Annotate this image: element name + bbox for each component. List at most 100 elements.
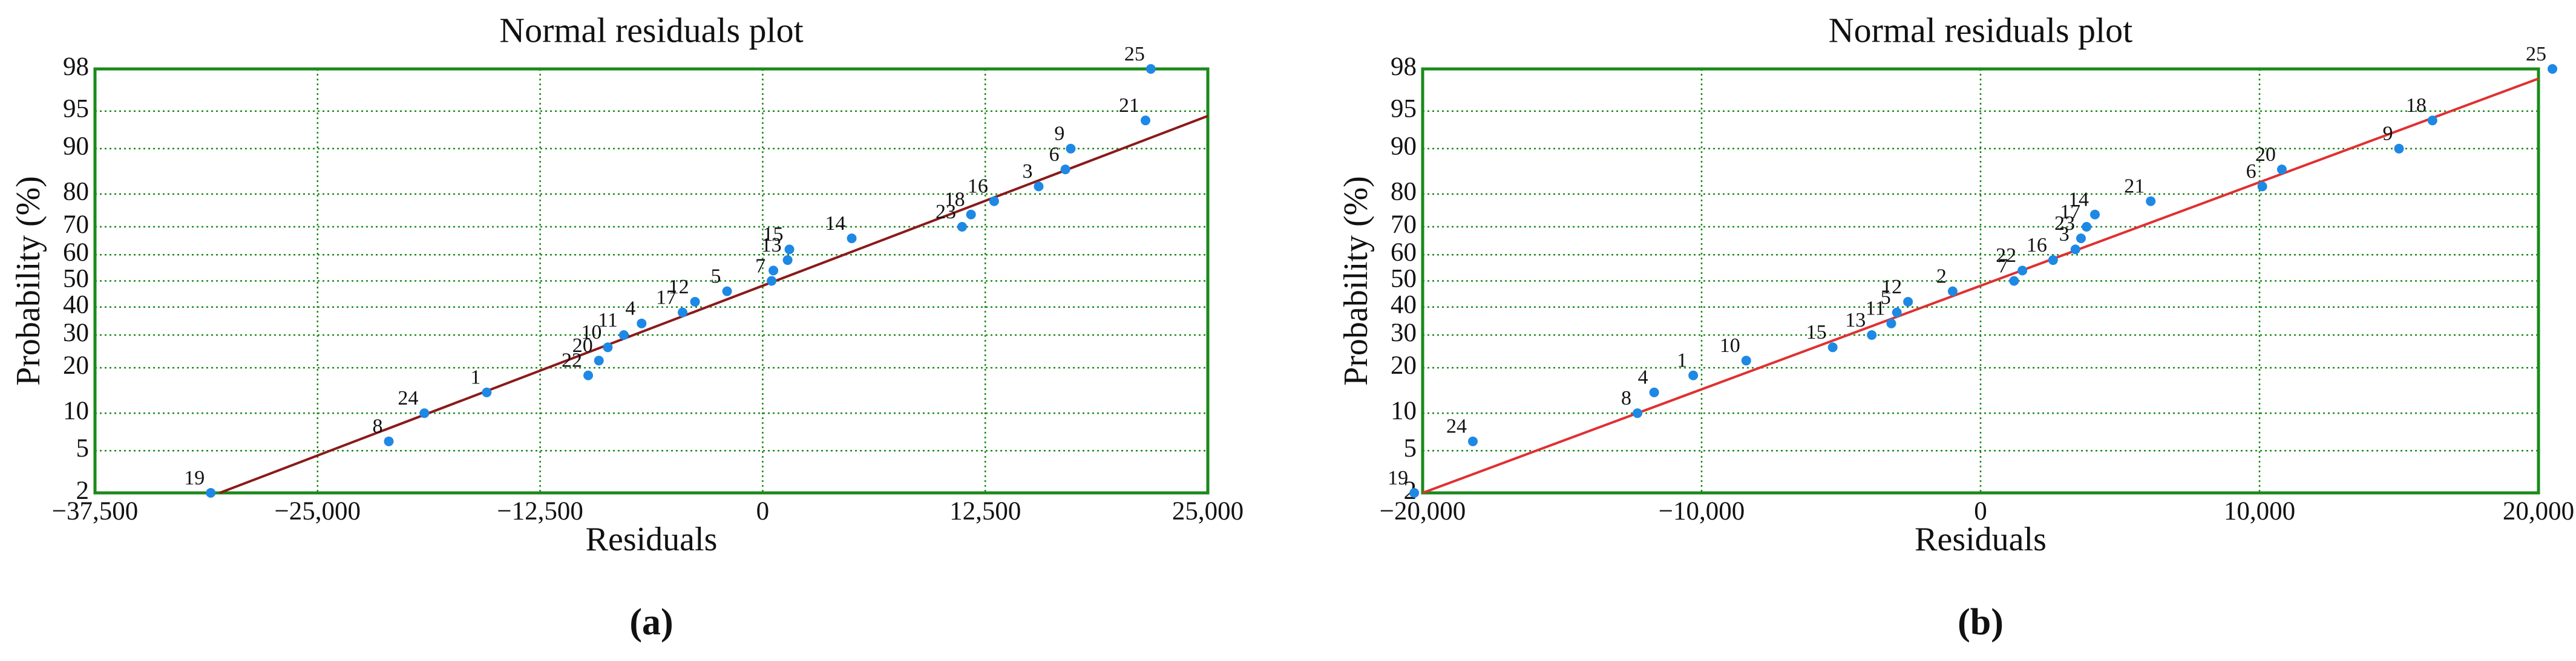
data-point bbox=[1066, 143, 1076, 154]
data-point bbox=[769, 265, 779, 276]
point-label: 18 bbox=[945, 189, 965, 211]
x-tick-label: −37,500 bbox=[52, 497, 139, 526]
data-point bbox=[989, 196, 999, 206]
point-label: 20 bbox=[572, 334, 593, 357]
point-label: 18 bbox=[2406, 94, 2427, 117]
data-point bbox=[1827, 342, 1838, 353]
point-label: 1 bbox=[1677, 350, 1687, 372]
point-label: 6 bbox=[2246, 160, 2256, 183]
y-tick-label: 10 bbox=[63, 397, 89, 425]
y-tick-label: 30 bbox=[63, 319, 89, 347]
data-point bbox=[384, 436, 394, 446]
point-label: 5 bbox=[1881, 286, 1891, 308]
point-label: 15 bbox=[763, 223, 784, 246]
data-point bbox=[784, 244, 795, 255]
point-label: 17 bbox=[2060, 201, 2080, 223]
point-label: 3 bbox=[2059, 223, 2070, 246]
point-label: 6 bbox=[1049, 143, 1060, 166]
chart-title: Normal residuals plot bbox=[499, 10, 804, 50]
y-tick-label: 50 bbox=[1391, 264, 1417, 293]
point-label: 5 bbox=[711, 265, 721, 287]
point-label: 10 bbox=[1720, 334, 1740, 357]
point-label: 13 bbox=[761, 234, 782, 256]
y-tick-label: 95 bbox=[63, 95, 89, 123]
data-point bbox=[2048, 255, 2058, 265]
data-point bbox=[583, 370, 594, 380]
point-label: 11 bbox=[1866, 298, 1886, 320]
point-label: 19 bbox=[184, 467, 205, 489]
data-point bbox=[1688, 370, 1699, 380]
data-point bbox=[603, 342, 613, 353]
point-label: 21 bbox=[1119, 94, 1139, 117]
x-axis-label: Residuals bbox=[586, 521, 718, 558]
x-tick-label: 20,000 bbox=[2503, 497, 2574, 526]
data-point bbox=[419, 408, 430, 418]
y-tick-label: 5 bbox=[1404, 434, 1417, 463]
data-point bbox=[618, 330, 629, 340]
data-point bbox=[1632, 408, 1642, 418]
y-tick-label: 40 bbox=[1391, 291, 1417, 319]
data-point bbox=[2090, 209, 2100, 220]
x-tick-label: −10,000 bbox=[1659, 497, 1745, 526]
caption: (a) bbox=[629, 602, 673, 643]
y-tick-label: 70 bbox=[63, 210, 89, 239]
data-point bbox=[482, 387, 492, 397]
point-label: 9 bbox=[2383, 123, 2393, 145]
y-tick-label: 50 bbox=[63, 264, 89, 293]
y-tick-label: 60 bbox=[63, 238, 89, 267]
data-point bbox=[1947, 286, 1958, 296]
point-label: 12 bbox=[1881, 276, 1902, 298]
data-point bbox=[2009, 276, 2019, 286]
data-point bbox=[206, 488, 216, 498]
point-label: 22 bbox=[562, 350, 582, 372]
chart-title: Normal residuals plot bbox=[1829, 10, 2133, 50]
data-point bbox=[1886, 318, 1896, 328]
data-point bbox=[847, 233, 857, 244]
x-tick-label: 0 bbox=[756, 497, 770, 526]
y-tick-label: 40 bbox=[63, 291, 89, 319]
y-axis-label: Probability (%) bbox=[1337, 176, 1375, 386]
data-point bbox=[2017, 265, 2028, 276]
data-point bbox=[966, 209, 976, 220]
data-point bbox=[637, 318, 647, 328]
data-point bbox=[1141, 116, 1151, 126]
data-point bbox=[2082, 222, 2092, 232]
y-tick-label: 60 bbox=[1391, 238, 1417, 267]
data-point bbox=[1741, 356, 1751, 366]
point-label: 19 bbox=[1388, 467, 1408, 489]
point-label: 11 bbox=[598, 309, 618, 331]
plot-frame bbox=[1421, 67, 2540, 495]
plot-frame bbox=[93, 67, 1210, 495]
y-tick-label: 80 bbox=[1391, 178, 1417, 206]
y-tick-label: 90 bbox=[63, 132, 89, 161]
data-point bbox=[1467, 436, 1478, 446]
point-label: 14 bbox=[2068, 189, 2089, 211]
y-tick-label: 30 bbox=[1391, 319, 1417, 347]
y-tick-label: 20 bbox=[63, 351, 89, 380]
y-tick-label: 10 bbox=[1391, 397, 1417, 425]
point-label: 25 bbox=[1124, 43, 1145, 65]
y-tick-label: 90 bbox=[1391, 132, 1417, 161]
data-point bbox=[2070, 244, 2080, 255]
data-point bbox=[2394, 143, 2404, 154]
y-axis-label: Probability (%) bbox=[10, 176, 47, 386]
data-point bbox=[2548, 64, 2558, 74]
point-label: 7 bbox=[1998, 255, 2008, 277]
x-tick-label: 0 bbox=[1974, 497, 1987, 526]
y-tick-label: 20 bbox=[1391, 351, 1417, 380]
y-tick-label: 5 bbox=[76, 434, 90, 463]
fit-line bbox=[219, 114, 1208, 494]
point-label: 23 bbox=[2054, 212, 2075, 235]
y-tick-label: 80 bbox=[63, 178, 89, 206]
point-label: 15 bbox=[1806, 321, 1827, 344]
point-label: 17 bbox=[656, 286, 677, 308]
point-label: 8 bbox=[1621, 387, 1631, 409]
y-tick-label: 70 bbox=[1391, 210, 1417, 239]
data-point bbox=[2076, 233, 2086, 244]
data-point bbox=[1060, 164, 1070, 175]
y-tick-label: 2 bbox=[76, 477, 90, 505]
x-tick-label: 10,000 bbox=[2224, 497, 2295, 526]
data-point bbox=[2427, 116, 2437, 126]
point-label: 16 bbox=[2027, 234, 2047, 256]
